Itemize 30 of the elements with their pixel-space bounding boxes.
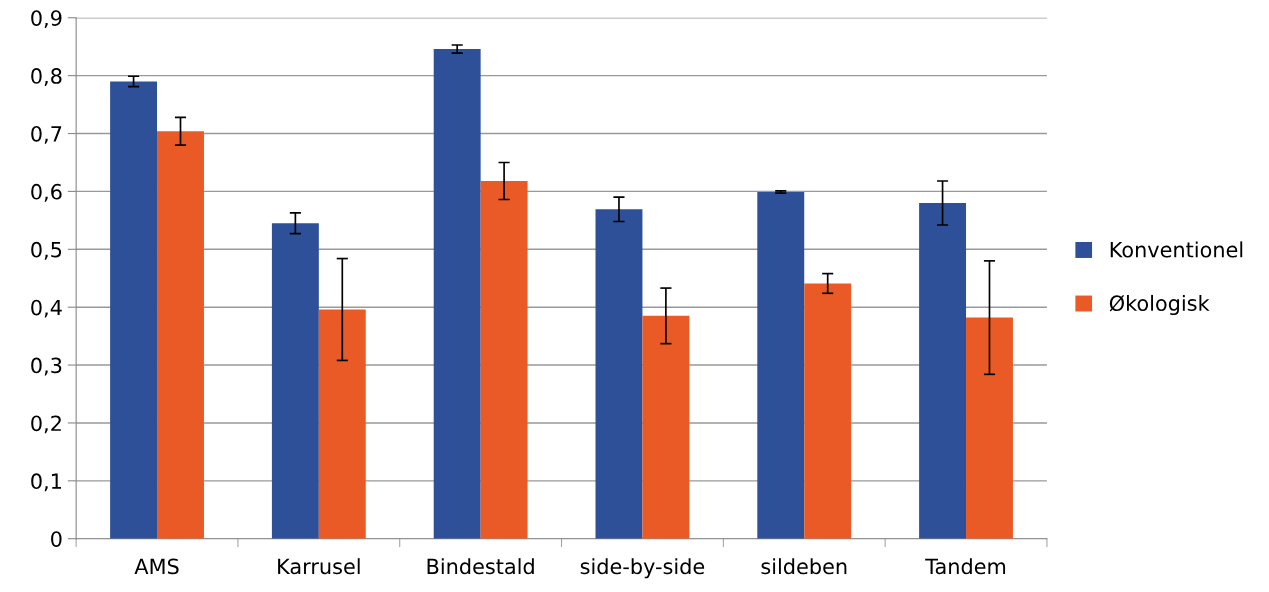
x-tick-label: Bindestald bbox=[427, 558, 534, 575]
bar bbox=[595, 209, 643, 539]
bar bbox=[757, 191, 805, 539]
y-tick-label: 0,4 bbox=[31, 299, 62, 318]
x-tick-label: AMS bbox=[134, 558, 179, 575]
bar bbox=[110, 81, 158, 539]
x-tick-label: Karrusel bbox=[278, 558, 360, 575]
y-tick-label: 0,9 bbox=[31, 10, 62, 29]
y-tick-label: 0,3 bbox=[31, 357, 62, 376]
y-tick-label: 0,8 bbox=[31, 68, 62, 86]
y-tick-label: 0,5 bbox=[31, 241, 62, 260]
bar bbox=[642, 315, 690, 539]
y-tick-label: 0,6 bbox=[31, 183, 62, 202]
bar bbox=[433, 49, 481, 539]
bar bbox=[804, 283, 852, 539]
x-tick-label: Tandem bbox=[925, 558, 1006, 575]
legend-label: Konventionel bbox=[1110, 241, 1243, 258]
bar bbox=[318, 309, 366, 539]
legend-label: Økologisk bbox=[1109, 294, 1210, 316]
bar bbox=[157, 131, 204, 539]
x-tick-label: sildeben bbox=[761, 558, 847, 575]
y-tick-label: 0,7 bbox=[31, 125, 62, 144]
bar bbox=[271, 223, 319, 539]
y-tick-label: 0,2 bbox=[31, 415, 61, 434]
bar bbox=[966, 317, 1013, 539]
y-tick-label: 0,1 bbox=[31, 473, 62, 492]
x-tick-label: side-by-side bbox=[580, 558, 705, 579]
y-tick-label: 0 bbox=[51, 531, 62, 547]
bar bbox=[480, 180, 528, 539]
bar bbox=[919, 202, 967, 539]
